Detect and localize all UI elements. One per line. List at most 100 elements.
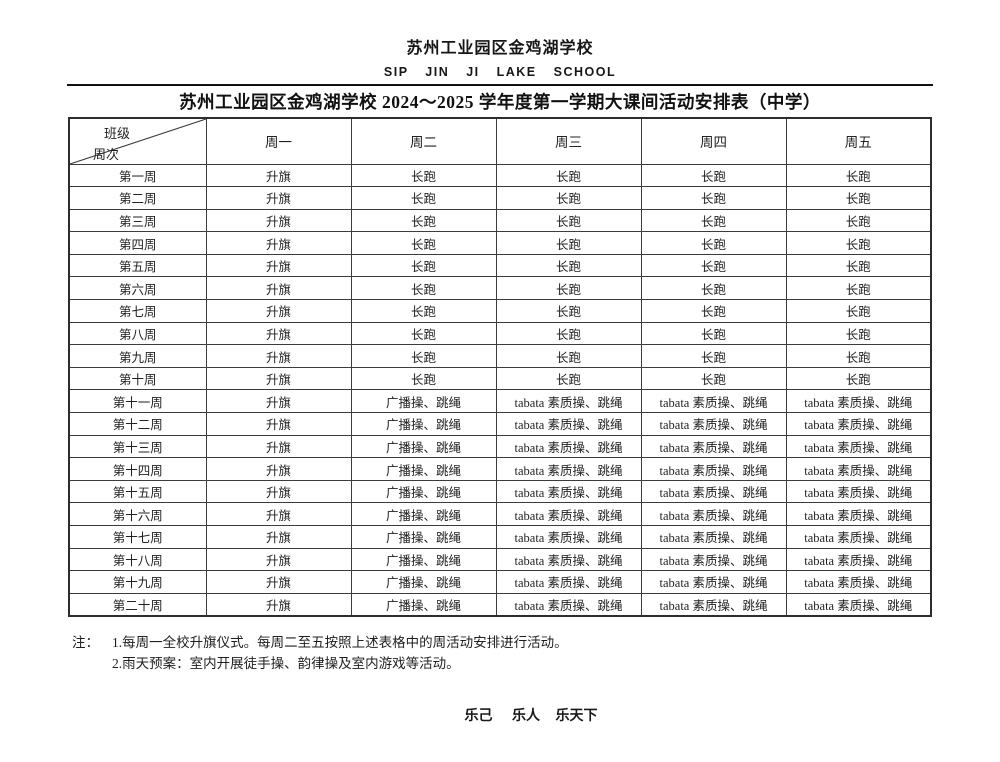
activity-cell: tabata 素质操、跳绳 [785, 502, 932, 526]
activity-cell: tabata 素质操、跳绳 [640, 547, 787, 572]
table-row: 第六周 升旗 长跑 长跑 长跑 长跑 [68, 276, 932, 301]
footer-motto: 乐己 乐人 乐天下 [0, 705, 1000, 725]
table-row: 第一周 升旗 长跑 长跑 长跑 长跑 [68, 163, 932, 188]
activity-cell: 升旗 [205, 163, 352, 188]
activity-cell: 广播操、跳绳 [350, 592, 497, 617]
activity-cell: tabata 素质操、跳绳 [785, 479, 932, 504]
header-row: 班级 周次 周一 周二 周三 周四 周五 [68, 117, 932, 165]
school-name-en: SIP JIN JI LAKE SCHOOL [383, 65, 617, 79]
activity-cell: 升旗 [205, 525, 352, 549]
week-label: 第四周 [68, 231, 207, 255]
activity-cell: tabata 素质操、跳绳 [640, 592, 787, 617]
activity-cell: 升旗 [205, 479, 352, 504]
table-row: 第四周 升旗 长跑 长跑 长跑 长跑 [68, 231, 932, 255]
activity-cell: 长跑 [495, 208, 642, 233]
activity-cell: 长跑 [640, 163, 787, 188]
activity-cell: 长跑 [350, 276, 497, 301]
activity-cell: tabata 素质操、跳绳 [640, 525, 787, 549]
notes-items: 1.每周一全校升旗仪式。每周二至五按照上述表格中的周活动安排进行活动。 2.雨天… [112, 632, 568, 674]
week-label: 第二十周 [68, 592, 207, 617]
activity-cell: 升旗 [205, 457, 352, 481]
notes-section: 注： 1.每周一全校升旗仪式。每周二至五按照上述表格中的周活动安排进行活动。 2… [72, 632, 1000, 674]
activity-cell: 长跑 [495, 163, 642, 188]
table-row: 第三周 升旗 长跑 长跑 长跑 长跑 [68, 208, 932, 233]
activity-cell: 升旗 [205, 276, 352, 301]
activity-cell: tabata 素质操、跳绳 [495, 570, 642, 594]
activity-cell: 升旗 [205, 434, 352, 459]
table-row: 第十九周 升旗 广播操、跳绳 tabata 素质操、跳绳 tabata 素质操、… [68, 570, 932, 594]
activity-cell: tabata 素质操、跳绳 [640, 457, 787, 481]
column-header-monday: 周一 [205, 117, 352, 165]
activity-cell: 长跑 [350, 299, 497, 323]
activity-cell: tabata 素质操、跳绳 [495, 525, 642, 549]
activity-cell: tabata 素质操、跳绳 [495, 434, 642, 459]
activity-cell: 升旗 [205, 570, 352, 594]
activity-cell: 长跑 [640, 344, 787, 368]
activity-cell: 长跑 [640, 321, 787, 346]
activity-cell: 广播操、跳绳 [350, 412, 497, 436]
note-item-2: 2.雨天预案：室内开展徒手操、韵律操及室内游戏等活动。 [112, 655, 460, 671]
activity-cell: 长跑 [640, 208, 787, 233]
column-header-wednesday: 周三 [495, 117, 642, 165]
week-label: 第六周 [68, 276, 207, 301]
activity-cell: 长跑 [785, 253, 932, 278]
table-row: 第七周 升旗 长跑 长跑 长跑 长跑 [68, 299, 932, 323]
activity-cell: 长跑 [350, 208, 497, 233]
activity-cell: 长跑 [350, 321, 497, 346]
activity-cell: 广播操、跳绳 [350, 434, 497, 459]
table-row: 第五周 升旗 长跑 长跑 长跑 长跑 [68, 253, 932, 278]
motto-part-2: 乐人 [512, 708, 540, 724]
week-label: 第九周 [68, 344, 207, 368]
activity-cell: tabata 素质操、跳绳 [785, 457, 932, 481]
activity-cell: 长跑 [640, 253, 787, 278]
week-label: 第七周 [68, 299, 207, 323]
activity-cell: 长跑 [640, 299, 787, 323]
activity-cell: 长跑 [785, 366, 932, 391]
activity-cell: tabata 素质操、跳绳 [785, 525, 932, 549]
week-label: 第八周 [68, 321, 207, 346]
activity-cell: 长跑 [640, 231, 787, 255]
week-label: 第五周 [68, 253, 207, 278]
table-row: 第九周 升旗 长跑 长跑 长跑 长跑 [68, 344, 932, 368]
activity-cell: 升旗 [205, 231, 352, 255]
column-header-friday: 周五 [785, 117, 932, 165]
activity-cell: 长跑 [350, 344, 497, 368]
activity-cell: 长跑 [350, 231, 497, 255]
activity-cell: 广播操、跳绳 [350, 570, 497, 594]
activity-cell: 长跑 [785, 231, 932, 255]
activity-cell: tabata 素质操、跳绳 [785, 570, 932, 594]
document-title: 苏州工业园区金鸡湖学校 2024～2025 学年度第一学期大课间活动安排表（中学… [179, 92, 821, 112]
activity-cell: 长跑 [495, 253, 642, 278]
activity-cell: 广播操、跳绳 [350, 479, 497, 504]
activity-cell: tabata 素质操、跳绳 [495, 412, 642, 436]
activity-cell: tabata 素质操、跳绳 [640, 479, 787, 504]
header-divider [67, 84, 933, 86]
week-label: 第一周 [68, 163, 207, 188]
week-label: 第三周 [68, 208, 207, 233]
activity-cell: 长跑 [640, 366, 787, 391]
schedule-table: 班级 周次 周一 周二 周三 周四 周五 第一周 升旗 长跑 长跑 长跑 长跑 … [68, 117, 932, 617]
activity-cell: tabata 素质操、跳绳 [495, 389, 642, 414]
activity-cell: tabata 素质操、跳绳 [640, 434, 787, 459]
activity-cell: 广播操、跳绳 [350, 457, 497, 481]
activity-cell: 长跑 [495, 299, 642, 323]
activity-cell: 长跑 [640, 276, 787, 301]
activity-cell: 长跑 [495, 186, 642, 210]
activity-cell: tabata 素质操、跳绳 [785, 592, 932, 617]
activity-cell: 长跑 [640, 186, 787, 210]
activity-cell: 长跑 [350, 186, 497, 210]
activity-cell: 长跑 [785, 321, 932, 346]
week-label: 第二周 [68, 186, 207, 210]
document-header: 苏州工业园区金鸡湖学校 SIP JIN JI LAKE SCHOOL [0, 0, 1000, 79]
week-label: 第十一周 [68, 389, 207, 414]
activity-cell: 广播操、跳绳 [350, 525, 497, 549]
activity-cell: 升旗 [205, 321, 352, 346]
table-row: 第十三周 升旗 广播操、跳绳 tabata 素质操、跳绳 tabata 素质操、… [68, 434, 932, 459]
activity-cell: 长跑 [350, 366, 497, 391]
table-row: 第二十周 升旗 广播操、跳绳 tabata 素质操、跳绳 tabata 素质操、… [68, 592, 932, 617]
activity-cell: 升旗 [205, 366, 352, 391]
activity-cell: 长跑 [495, 231, 642, 255]
table-row: 第八周 升旗 长跑 长跑 长跑 长跑 [68, 321, 932, 346]
table-row: 第十四周 升旗 广播操、跳绳 tabata 素质操、跳绳 tabata 素质操、… [68, 457, 932, 481]
activity-cell: tabata 素质操、跳绳 [785, 389, 932, 414]
